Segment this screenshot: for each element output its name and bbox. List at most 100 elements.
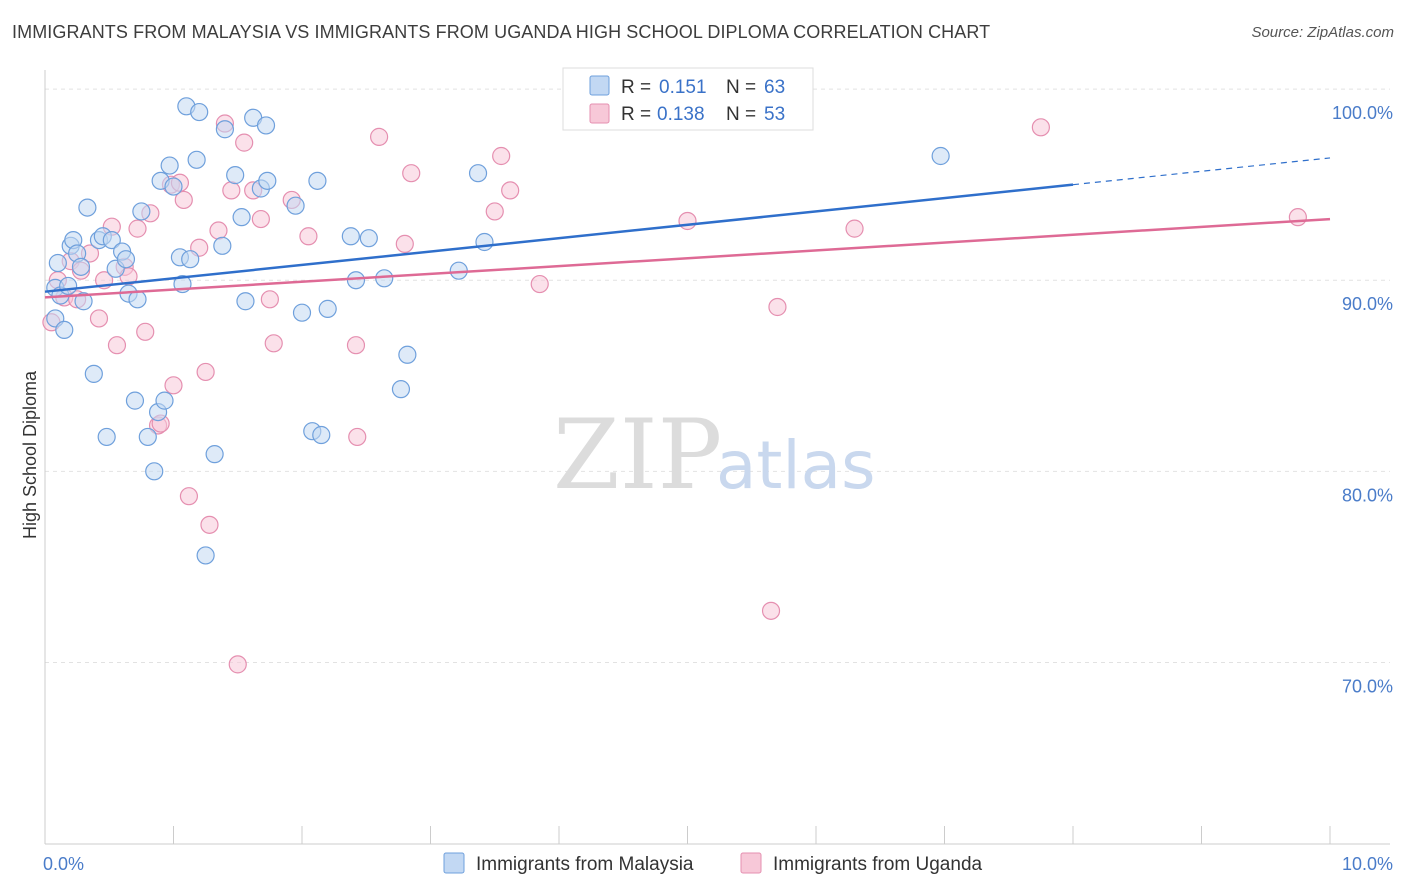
malaysia-point [164,177,183,196]
uganda-point [346,336,366,355]
stats-legend-r-label-uganda: R = [621,104,651,125]
uganda-point [348,427,367,447]
malaysia-point [256,116,276,135]
stats-legend-r-label-malaysia: R = [621,77,651,98]
tick-labels: 100.0% 90.0% 80.0% 70.0% 0.0% 10.0% [43,103,1393,874]
malaysia-point [398,345,417,364]
malaysia-point [226,166,245,185]
uganda-point [678,211,697,231]
malaysia-point [155,391,174,410]
malaysia-point [215,120,234,139]
malaysia-point [187,150,206,169]
uganda-point [501,181,520,200]
malaysia-point [138,427,157,447]
trend-lines [44,157,1331,299]
uganda-point [370,127,389,146]
malaysia-point [359,229,378,248]
uganda-point [200,515,219,534]
malaysia-point [213,236,232,255]
malaysia-point [55,320,74,340]
malaysia-point [308,171,327,190]
malaysia-point [125,391,145,410]
malaysia-trend-line [44,183,1074,293]
malaysia-point [391,380,411,399]
stats-legend-swatch-uganda [589,103,610,124]
malaysia-point [232,208,251,227]
malaysia-point [71,257,91,276]
uganda-point [251,209,270,229]
uganda-point [845,219,864,238]
malaysia-point [102,230,121,250]
malaysia-point [312,425,331,445]
stats-legend-n-value-uganda: 53 [764,104,785,125]
uganda-point [264,334,283,353]
malaysia-point [196,546,215,565]
malaysia-point [78,198,97,217]
uganda-point [395,234,414,254]
y-tick-label: 70.0% [1342,676,1393,696]
uganda-point [1288,208,1307,227]
uganda-point [209,221,228,240]
uganda-point [174,190,193,210]
uganda-point [1031,118,1050,137]
y-axis-title: High School Diploma [20,370,40,539]
uganda-point [222,181,241,200]
uganda-point [485,202,504,221]
uganda-point [107,336,127,355]
x-tick-label: 0.0% [43,854,84,874]
malaysia-point [931,146,950,166]
grid-lines [45,88,1390,663]
legend-label-uganda: Immigrants from Uganda [773,854,983,875]
chart-source: Source: ZipAtlas.com [1251,24,1394,41]
series-malaysia-points [46,97,950,565]
malaysia-point [292,303,312,322]
stats-legend-n-label-uganda: N = [726,104,756,125]
series-uganda-points [42,114,1307,674]
uganda-point [260,290,279,309]
malaysia-point [59,276,78,296]
malaysia-point [190,102,209,122]
legend-swatch-uganda [740,852,762,874]
malaysia-point [97,427,116,447]
malaysia-point [205,445,224,464]
malaysia-point [236,292,255,311]
x-tick-label: 10.0% [1342,854,1393,874]
malaysia-point [258,171,277,190]
legend-label-malaysia: Immigrants from Malaysia [476,854,694,875]
legend-swatch-malaysia [443,852,465,874]
uganda-point [299,227,318,246]
malaysia-point [468,164,488,183]
uganda-point [235,133,254,152]
uganda-point [128,219,147,238]
malaysia-point [145,462,164,481]
uganda-point [768,297,787,317]
uganda-point [89,309,109,328]
watermark-atlas: atlas [716,427,876,504]
uganda-point [179,487,199,506]
stats-legend-n-label-malaysia: N = [726,77,756,98]
uganda-point [530,274,549,294]
axes [44,70,1390,845]
malaysia-point [341,227,360,246]
malaysia-point [132,202,151,221]
malaysia-point [475,232,494,252]
uganda-point [492,146,511,166]
uganda-point [228,655,247,674]
malaysia-point [74,292,93,311]
chart-title: IMMIGRANTS FROM MALAYSIA VS IMMIGRANTS F… [12,22,991,42]
malaysia-point [48,253,67,273]
malaysia-trend-extension [1072,157,1331,186]
malaysia-point [160,156,179,175]
stats-legend: R = 0.151 N = 63 R = 0.138 N = 53 [562,67,814,131]
uganda-point [164,376,183,395]
y-tick-label: 100.0% [1332,103,1393,123]
uganda-point [136,322,155,341]
uganda-point [196,362,215,382]
malaysia-point [318,299,337,318]
malaysia-point [286,196,305,215]
uganda-point [402,164,421,183]
uganda-point [761,601,781,620]
y-tick-label: 90.0% [1342,294,1393,314]
malaysia-point [84,364,103,383]
